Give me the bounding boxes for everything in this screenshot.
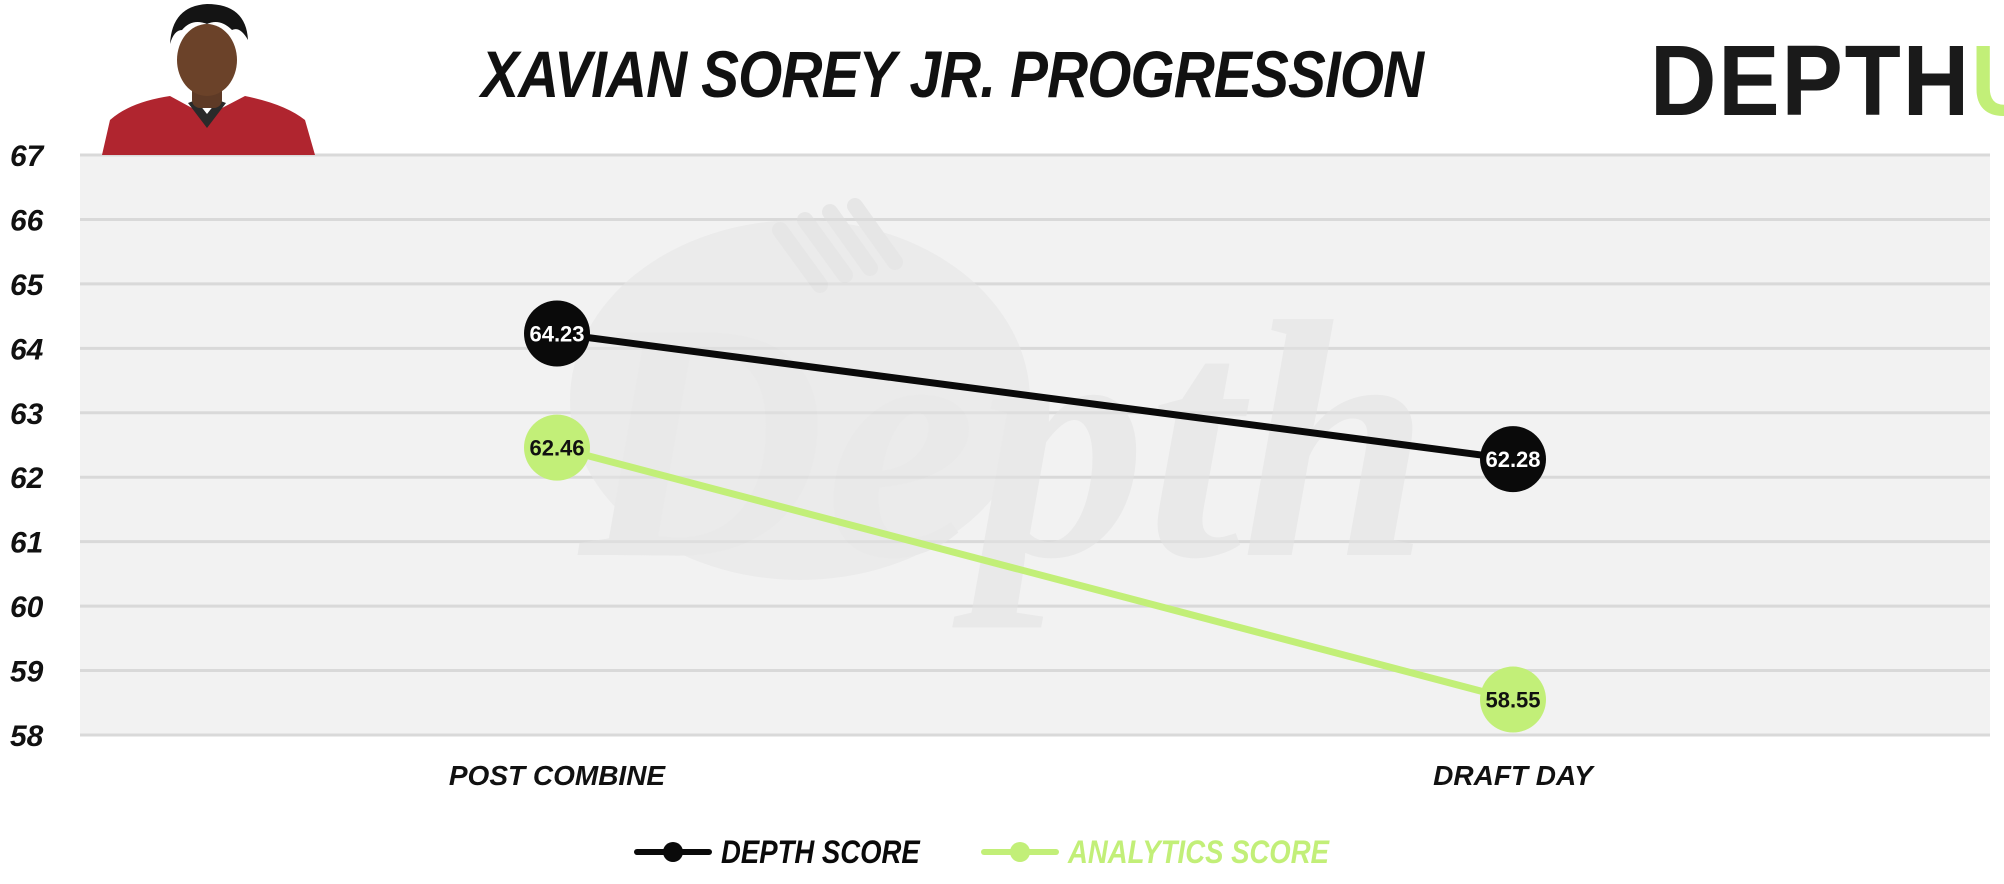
data-point xyxy=(1480,666,1546,733)
logo-text-accent: U xyxy=(1971,25,2004,137)
y-tick-label: 67 xyxy=(10,140,45,173)
logo-text-main: DEPTH xyxy=(1650,25,1972,137)
series-line xyxy=(553,330,1517,463)
legend: DEPTH SCORE ANALYTICS SCORE xyxy=(0,830,2004,874)
watermark-text: Depth xyxy=(575,252,1430,629)
depthu-logo: DEPTHU xyxy=(1650,31,2004,131)
data-label: 58.55 xyxy=(1485,688,1540,713)
data-point xyxy=(1480,426,1546,493)
legend-label: DEPTH SCORE xyxy=(720,833,920,870)
legend-label: ANALYTICS SCORE xyxy=(1067,833,1329,870)
x-category-label: POST COMBINE xyxy=(449,760,667,791)
y-tick-label: 65 xyxy=(10,269,45,302)
series: 64.23 62.28 62.46 58.55 xyxy=(524,300,1546,733)
legend-swatch xyxy=(633,842,712,862)
y-tick-label: 60 xyxy=(10,591,44,624)
y-tick-label: 63 xyxy=(10,398,44,431)
y-tick-label: 58 xyxy=(10,720,44,753)
y-tick-label: 64 xyxy=(10,333,44,366)
gridlines xyxy=(80,153,1990,737)
face-shape xyxy=(177,24,237,96)
y-tick-label: 62 xyxy=(10,462,44,495)
data-label: 62.28 xyxy=(1485,447,1540,472)
x-axis: POST COMBINE DRAFT DAY xyxy=(449,760,1595,791)
legend-marker xyxy=(1009,842,1030,862)
y-tick-label: 61 xyxy=(10,527,43,560)
legend-marker xyxy=(662,842,683,862)
legend-item: DEPTH SCORE xyxy=(633,834,952,871)
line-chart: Depth 58 59 60 61 62 63 64 65 66 67 POST COMBINE D… xyxy=(10,140,1990,791)
y-axis: 58 59 60 61 62 63 64 65 66 67 xyxy=(10,140,45,753)
data-point xyxy=(524,414,590,481)
data-point xyxy=(524,300,590,367)
plot-area xyxy=(80,155,1990,735)
data-label: 64.23 xyxy=(529,322,584,347)
x-category-label: DRAFT DAY xyxy=(1433,760,1595,791)
chart-title: XAVIAN SOREY JR. PROGRESSION xyxy=(481,37,1424,111)
y-tick-label: 66 xyxy=(10,204,44,237)
series-line xyxy=(553,444,1517,704)
legend-swatch xyxy=(980,842,1059,862)
legend-item: ANALYTICS SCORE xyxy=(980,834,1371,871)
y-tick-label: 59 xyxy=(10,656,44,689)
hair-shape xyxy=(170,4,248,44)
data-label: 62.46 xyxy=(529,436,584,461)
player-photo xyxy=(102,4,315,155)
